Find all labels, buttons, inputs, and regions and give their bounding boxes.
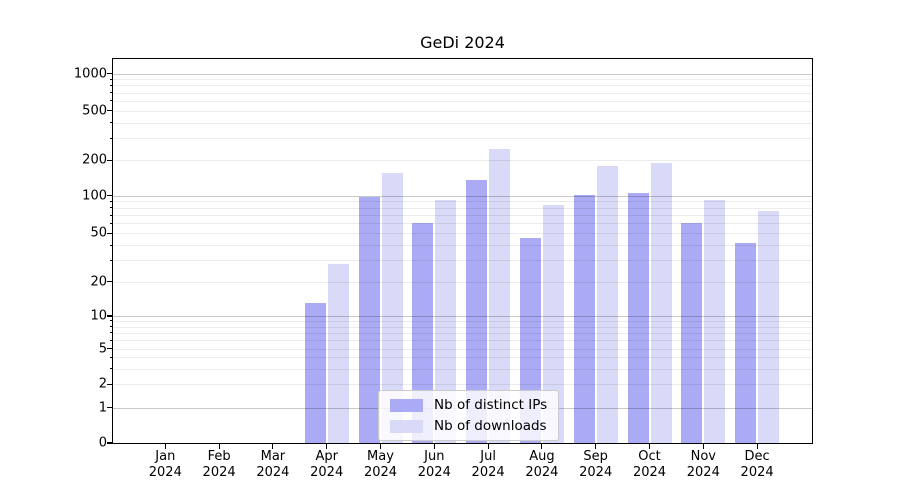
y-minor-tick-mark (109, 110, 113, 112)
y-minor-tick-mark (109, 244, 113, 246)
bar-nb-of-distinct-ips-jul (466, 180, 488, 443)
y-minor-tick-mark (109, 339, 113, 341)
bar-nb-of-distinct-ips-may (358, 197, 380, 443)
y-minor-tick-mark (109, 207, 113, 209)
x-tick-label-sep: Sep 2024 (579, 449, 613, 480)
bar-nb-of-distinct-ips-sep (573, 194, 595, 443)
y-minor-tick-mark (109, 332, 113, 334)
legend-label: Nb of distinct IPs (434, 397, 548, 413)
bar-nb-of-downloads-jun (435, 200, 457, 443)
y-tick-mark (107, 72, 113, 75)
x-tick-label-oct: Oct 2024 (632, 449, 667, 480)
y-minor-tick-mark (109, 368, 113, 370)
x-tick-mark (595, 443, 597, 449)
bar-nb-of-downloads-dec (758, 210, 780, 443)
legend-label: Nb of downloads (434, 418, 547, 434)
y-minor-tick-mark (109, 232, 113, 234)
x-tick-mark (218, 443, 220, 449)
x-tick-label-jun: Jun 2024 (417, 449, 451, 480)
y-minor-tick-mark (109, 137, 113, 139)
x-tick-mark (756, 443, 758, 449)
y-tick-mark (107, 315, 113, 317)
x-tick-mark (272, 443, 274, 449)
y-minor-tick-mark (109, 356, 113, 358)
y-minor-tick-mark (109, 100, 113, 102)
x-tick-mark (702, 443, 704, 449)
bar-nb-of-downloads-apr (327, 263, 349, 443)
y-tick-label-5: 5 (98, 341, 107, 357)
y-tick-label-500: 500 (82, 103, 107, 119)
x-tick-label-jul: Jul 2024 (471, 449, 505, 480)
y-minor-tick-mark (109, 122, 113, 124)
bar-nb-of-downloads-aug (542, 205, 564, 443)
y-minor-tick-mark (109, 92, 113, 94)
bar-nb-of-downloads-sep (596, 165, 618, 443)
x-tick-label-aug: Aug 2024 (525, 449, 559, 480)
legend-item-0: Nb of distinct IPs (390, 398, 547, 412)
y-tick-label-0: 0 (98, 435, 107, 451)
y-tick-label-100: 100 (82, 188, 107, 204)
y-minor-tick-mark (109, 159, 113, 161)
x-tick-mark (379, 443, 382, 449)
x-tick-label-apr: Apr 2024 (310, 449, 344, 480)
plot-area (113, 59, 812, 443)
x-tick-mark (541, 443, 543, 449)
bar-nb-of-distinct-ips-nov (681, 222, 703, 443)
y-tick-label-10: 10 (90, 308, 107, 324)
bar-nb-of-downloads-may (381, 173, 403, 443)
x-tick-label-feb: Feb 2024 (202, 449, 236, 480)
chart-title: GeDi 2024 (420, 33, 505, 52)
x-tick-label-mar: Mar 2024 (256, 449, 290, 480)
y-minor-tick-mark (109, 383, 113, 385)
x-tick-label-may: May 2024 (363, 449, 398, 480)
bar-nb-of-distinct-ips-jun (412, 223, 434, 443)
legend-swatch-icon (390, 419, 423, 433)
bar-nb-of-downloads-oct (650, 162, 672, 443)
y-tick-label-50: 50 (90, 225, 107, 241)
y-minor-tick-mark (109, 348, 113, 350)
y-minor-tick-mark (109, 84, 113, 86)
y-tick-label-20: 20 (90, 274, 107, 290)
y-tick-mark (107, 195, 113, 197)
bar-nb-of-downloads-nov (704, 200, 726, 443)
x-tick-label-dec: Dec 2024 (740, 449, 774, 480)
x-tick-label-jan: Jan 2024 (148, 449, 182, 480)
bars-layer (113, 59, 812, 443)
y-tick-label-2: 2 (98, 376, 107, 392)
y-minor-tick-mark (109, 281, 113, 283)
y-minor-tick-mark (109, 320, 113, 322)
x-tick-mark (164, 443, 166, 449)
y-tick-mark (107, 407, 113, 409)
y-tick-mark (107, 442, 113, 444)
bar-nb-of-distinct-ips-apr (304, 303, 326, 443)
legend: Nb of distinct IPs Nb of downloads (378, 390, 560, 441)
y-minor-tick-mark (109, 222, 113, 224)
x-tick-mark (433, 443, 435, 449)
legend-item-1: Nb of downloads (390, 419, 547, 433)
y-minor-tick-mark (109, 326, 113, 328)
bar-nb-of-distinct-ips-oct (627, 193, 649, 443)
y-minor-tick-mark (109, 78, 113, 80)
bar-nb-of-distinct-ips-dec (735, 242, 757, 443)
x-tick-mark (487, 443, 489, 449)
y-tick-label-1000: 1000 (73, 66, 107, 81)
x-tick-mark (648, 443, 651, 449)
x-tick-mark (326, 443, 328, 449)
y-minor-tick-mark (109, 259, 113, 261)
y-minor-tick-mark (109, 200, 113, 202)
y-tick-label-1: 1 (98, 400, 107, 416)
y-tick-label-200: 200 (82, 152, 107, 168)
legend-swatch-icon (390, 398, 423, 412)
x-tick-label-nov: Nov 2024 (686, 449, 720, 480)
bar-nb-of-downloads-jul (489, 149, 511, 443)
y-minor-tick-mark (109, 214, 113, 216)
